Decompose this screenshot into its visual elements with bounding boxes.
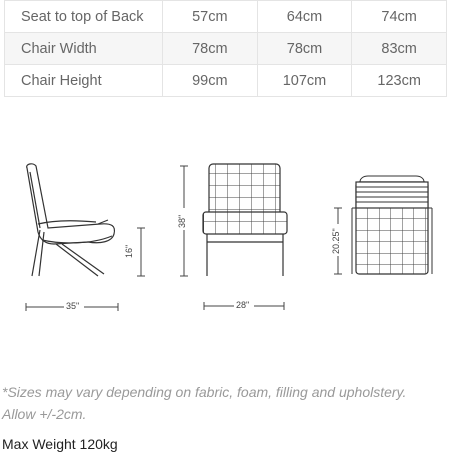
table-cell: 83cm [351, 32, 447, 65]
row-label: Chair Height [4, 64, 163, 97]
table-cell: 123cm [351, 64, 447, 97]
chair-dimension-drawings: 16" 35" 38" [0, 150, 451, 325]
chair-drawings-svg: 16" 35" 38" [25, 163, 433, 311]
table-cell: 57cm [162, 0, 258, 33]
table-cell: 78cm [162, 32, 258, 65]
table-row: Chair Height 99cm 107cm 123cm [4, 64, 447, 97]
back-view-chair [351, 175, 433, 275]
table-cell: 74cm [351, 0, 447, 33]
front-width-label: 28" [236, 300, 249, 310]
back-height-label: 20.25" [331, 228, 341, 254]
table-cell: 107cm [256, 64, 353, 97]
max-weight-text: Max Weight 120kg [2, 436, 118, 452]
row-label: Chair Width [4, 32, 163, 65]
front-height-label: 38" [177, 215, 187, 228]
side-seat-height-dimension [137, 227, 145, 277]
size-disclaimer-note: *Sizes may vary depending on fabric, foa… [2, 384, 407, 422]
dimensions-table: Seat to top of Back 57cm 64cm 74cm Chair… [4, 0, 447, 97]
table-cell: 78cm [256, 32, 353, 65]
side-depth-label: 35" [66, 301, 79, 311]
row-label: Seat to top of Back [4, 0, 163, 33]
front-view-chair [202, 163, 288, 276]
side-view-chair [26, 163, 116, 277]
table-row: Chair Width 78cm 78cm 83cm [4, 32, 447, 65]
table-row: Seat to top of Back 57cm 64cm 74cm [4, 0, 447, 33]
table-cell: 64cm [256, 0, 353, 33]
table-cell: 99cm [162, 64, 258, 97]
side-height-label: 16" [124, 245, 134, 258]
